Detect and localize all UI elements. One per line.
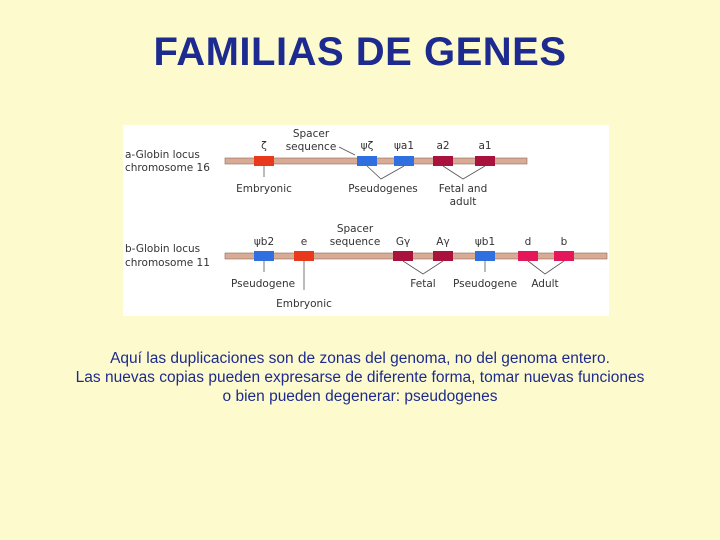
beta-gene-box-1 — [294, 251, 314, 261]
alpha-group-embryonic: Embryonic — [236, 183, 292, 195]
caption: Aquí las duplicaciones son de zonas del … — [0, 349, 720, 406]
beta-gene-box-0 — [254, 251, 274, 261]
beta-gene-label-2: Gγ — [396, 236, 410, 248]
beta-gene-label-5: d — [525, 236, 532, 248]
beta-locus-label: b-Globin locus — [125, 243, 200, 255]
alpha-gene-label-1: ψζ — [361, 140, 374, 152]
beta-chromosome-label: chromosome 11 — [125, 257, 210, 269]
alpha-gene-box-1 — [357, 156, 377, 166]
beta-adult-bracket — [527, 260, 565, 275]
globin-loci-svg: a-Globin locus chromosome 16 Spacer sequ… — [125, 128, 608, 310]
alpha-spacer-pointer — [338, 146, 356, 156]
alpha-gene-box-4 — [475, 156, 495, 166]
caption-line-1: Aquí las duplicaciones son de zonas del … — [110, 350, 610, 367]
beta-gene-box-2 — [393, 251, 413, 261]
beta-gene-label-0: ψb2 — [254, 236, 274, 248]
alpha-gene-label-2: ψa1 — [394, 140, 414, 152]
beta-fetal-bracket — [402, 260, 444, 275]
beta-spacer-label: Spacer — [337, 223, 374, 235]
caption-line-3: o bien pueden degenerar: pseudogenes — [222, 388, 498, 405]
alpha-locus-label: a-Globin locus — [125, 149, 200, 161]
alpha-gene-label-0: ζ — [261, 140, 267, 152]
alpha-gene-box-2 — [394, 156, 414, 166]
alpha-chromosome-label: chromosome 16 — [125, 162, 210, 174]
alpha-gene-box-3 — [433, 156, 453, 166]
page-title: FAMILIAS DE GENES — [153, 30, 567, 74]
alpha-fetal-adult-bracket — [442, 165, 486, 180]
beta-group-fetal: Fetal — [410, 278, 435, 290]
beta-group-embryonic: Embryonic — [276, 298, 332, 310]
alpha-spacer-label: Spacer — [293, 128, 330, 140]
alpha-group-fetal: Fetal and — [439, 183, 488, 195]
alpha-gene-label-3: a2 — [436, 140, 449, 152]
beta-gene-box-3 — [433, 251, 453, 261]
alpha-group-pseudogenes: Pseudogenes — [348, 183, 418, 195]
beta-gene-label-3: Aγ — [436, 236, 449, 248]
alpha-gene-label-4: a1 — [478, 140, 491, 152]
beta-group-pseudogene: Pseudogene — [231, 278, 295, 290]
alpha-pseudogenes-bracket — [366, 165, 405, 180]
beta-gene-box-6 — [554, 251, 574, 261]
alpha-spacer-label-2: sequence — [286, 141, 337, 153]
beta-gene-label-1: e — [301, 236, 307, 248]
alpha-group-adult: adult — [450, 196, 477, 208]
caption-line-2: Las nuevas copias pueden expresarse de d… — [75, 369, 645, 386]
beta-group-adult: Adult — [531, 278, 558, 290]
alpha-gene-box-0 — [254, 156, 274, 166]
beta-gene-label-4: ψb1 — [475, 236, 495, 248]
beta-spacer-label-2: sequence — [330, 236, 381, 248]
beta-gene-box-4 — [475, 251, 495, 261]
beta-gene-label-6: b — [561, 236, 568, 248]
beta-gene-box-5 — [518, 251, 538, 261]
beta-chromosome-bar — [224, 252, 608, 260]
beta-group-pseudogene-2: Pseudogene — [453, 278, 517, 290]
globin-loci-diagram: a-Globin locus chromosome 16 Spacer sequ… — [123, 125, 609, 316]
